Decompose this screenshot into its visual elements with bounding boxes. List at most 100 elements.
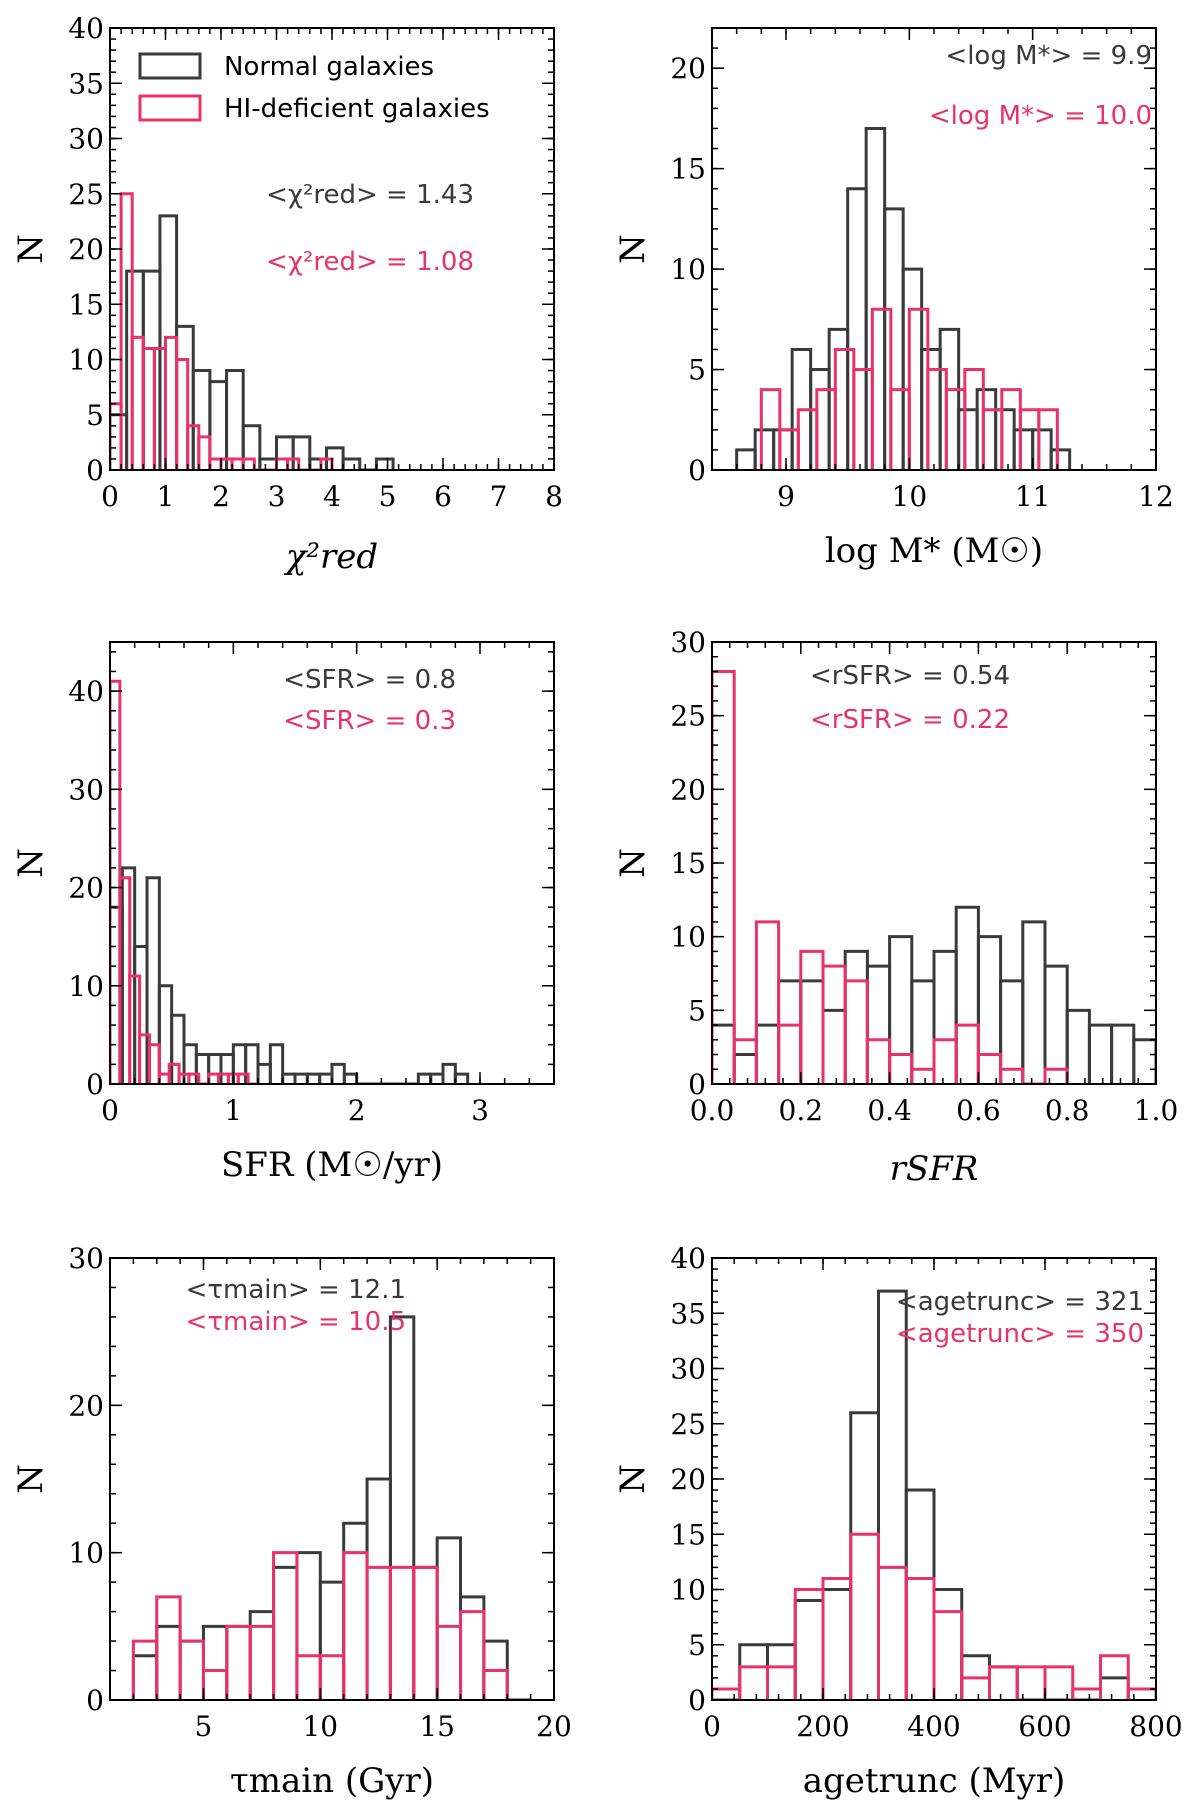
age-ytick-label-8: 40 <box>670 1242 706 1275</box>
chi2-ytick-label-8: 40 <box>68 12 104 45</box>
chi2-bar-normal-10 <box>275 435 295 470</box>
age-bar-deficient-9 <box>960 1676 991 1700</box>
panel-mass-histogram: 9 10 11 12 0 5 10 15 20 N log M* (M☉) <log M*> =… <box>613 27 1174 571</box>
rsfr-ytick-label-1: 5 <box>688 994 706 1027</box>
rsfr-ytick-label-0: 0 <box>688 1068 706 1101</box>
chi2-annotation-deficient: <χ²red> = 1.08 <box>266 247 474 277</box>
mass-bar-deficient-6 <box>870 307 893 470</box>
rsfr-bar-normal-10 <box>932 949 958 1084</box>
mass-ytick-label-0: 0 <box>688 454 706 487</box>
sfr-bar-normal-3 <box>145 876 161 1084</box>
sfr-bar-normal-13 <box>268 1043 285 1084</box>
sfr-bar-normal-15 <box>293 1072 309 1084</box>
rsfr-bar-deficient-6 <box>843 979 869 1084</box>
mass-bar-normal-10 <box>920 347 942 470</box>
mass-ticks: 9 10 11 12 0 5 10 15 20 <box>670 27 1174 513</box>
rsfr-bar-normal-16 <box>1065 1008 1091 1084</box>
tau-axes-frame <box>109 1257 555 1701</box>
mass-bar-normal-11 <box>938 327 961 470</box>
tau-xtick-label-2: 15 <box>419 1710 455 1743</box>
mass-xtick-label-3: 12 <box>1138 480 1174 513</box>
mass-x-axis-title: log M* (M☉) <box>825 531 1043 571</box>
tau-bar-normal-6 <box>272 1565 299 1700</box>
mass-bar-normal-1 <box>753 428 776 470</box>
mass-bar-deficient-7 <box>889 388 911 470</box>
mass-bar-normal-0 <box>735 448 757 470</box>
sfr-bar-normal-14 <box>281 1072 297 1084</box>
age-bar-normal-8 <box>932 1588 964 1700</box>
mass-bar-normal-17 <box>1049 448 1072 470</box>
tau-bar-normal-1 <box>155 1624 182 1700</box>
tau-bar-deficient-14 <box>459 1610 486 1700</box>
sfr-series-deficient <box>110 679 258 1084</box>
sfr-bar-normal-27 <box>441 1062 457 1084</box>
rsfr-bar-deficient-5 <box>821 964 847 1084</box>
sfr-bar-normal-26 <box>429 1072 445 1084</box>
age-annotation-deficient: <agetrunc> = 350 <box>896 1319 1144 1349</box>
rsfr-annotation-deficient: <rSFR> = 0.22 <box>810 705 1010 735</box>
sfr-bar-normal-16 <box>305 1072 322 1084</box>
chi2-bar-normal-2 <box>141 269 162 470</box>
rsfr-x-axis-title: rSFR <box>890 1149 979 1189</box>
chi2-bar-deficient-11 <box>230 457 245 470</box>
rsfr-bar-normal-18 <box>1110 1023 1136 1084</box>
age-bar-normal-6 <box>877 1289 908 1700</box>
tau-bar-deficient-15 <box>482 1669 509 1700</box>
mass-bar-deficient-12 <box>981 408 1004 470</box>
age-bar-normal-3 <box>793 1599 825 1700</box>
age-bar-deficient-8 <box>932 1610 964 1700</box>
chi2-bar-normal-1 <box>125 269 145 470</box>
chi2-xtick-label-7: 7 <box>490 480 508 513</box>
legend-swatch-deficient <box>138 94 202 122</box>
panel-tau-histogram: 5 10 15 20 0 10 20 30 N τmain (Gyr) <τmain> = 1… <box>11 1242 572 1801</box>
tau-bar-normal-13 <box>435 1536 463 1700</box>
chi2-bar-normal-12 <box>308 457 328 470</box>
age-ytick-label-2: 10 <box>670 1574 706 1607</box>
age-xtick-label-0: 0 <box>703 1710 721 1743</box>
sfr-ytick-label-3: 30 <box>68 773 104 806</box>
rsfr-bar-normal-19 <box>1132 1038 1156 1084</box>
tau-bar-deficient-12 <box>412 1565 439 1700</box>
rsfr-bar-deficient-7 <box>865 1038 892 1084</box>
tau-ytick-label-3: 30 <box>68 1242 104 1275</box>
sfr-ytick-label-0: 0 <box>86 1068 104 1101</box>
rsfr-xtick-label-4: 0.8 <box>1045 1094 1090 1127</box>
chi2-ytick-label-7: 35 <box>68 67 104 100</box>
tau-bars <box>131 1315 531 1700</box>
rsfr-bar-normal-2 <box>754 1023 781 1084</box>
tau-bar-deficient-9 <box>342 1551 369 1700</box>
sfr-xtick-label-3: 3 <box>471 1094 489 1127</box>
tau-bar-deficient-4 <box>225 1624 252 1700</box>
rsfr-bar-normal-11 <box>954 905 980 1084</box>
mass-bar-normal-4 <box>809 368 831 470</box>
tau-bar-normal-0 <box>131 1654 159 1700</box>
rsfr-bar-normal-7 <box>865 964 892 1084</box>
tau-ytick-label-2: 20 <box>68 1389 104 1422</box>
age-ytick-label-7: 35 <box>670 1297 706 1330</box>
age-xtick-label-4: 800 <box>1129 1710 1182 1743</box>
sfr-bar-deficient-8 <box>187 1072 201 1084</box>
panel-chi2-histogram: 0 1 2 3 4 5 6 7 8 0 5 10 15 20 25 30 35 40 N χ²red <χ²red… <box>11 12 563 577</box>
rsfr-bar-normal-3 <box>777 979 803 1084</box>
age-bar-deficient-0 <box>712 1687 742 1700</box>
rsfr-ytick-label-4: 20 <box>670 773 706 806</box>
rsfr-bar-deficient-2 <box>754 920 781 1084</box>
tau-bar-normal-3 <box>201 1624 229 1700</box>
age-bar-deficient-7 <box>904 1576 936 1700</box>
sfr-bar-deficient-2 <box>128 974 142 1084</box>
age-bar-deficient-14 <box>1099 1654 1130 1700</box>
sfr-bar-deficient-13 <box>236 1072 250 1084</box>
rsfr-bar-normal-1 <box>732 1053 758 1084</box>
sfr-x-axis-title: SFR (M☉/yr) <box>221 1145 443 1185</box>
chi2-bar-normal-16 <box>374 457 395 470</box>
age-bar-normal-5 <box>849 1411 880 1700</box>
mass-bar-normal-6 <box>846 187 868 470</box>
chi2-bar-normal-14 <box>341 457 362 470</box>
chi2-bar-deficient-12 <box>241 457 256 470</box>
mass-bar-normal-8 <box>883 207 905 470</box>
chi2-bar-normal-7 <box>225 369 245 470</box>
sfr-bar-normal-12 <box>256 1062 272 1084</box>
age-bar-deficient-11 <box>1015 1665 1047 1700</box>
tau-bar-normal-9 <box>342 1521 369 1700</box>
